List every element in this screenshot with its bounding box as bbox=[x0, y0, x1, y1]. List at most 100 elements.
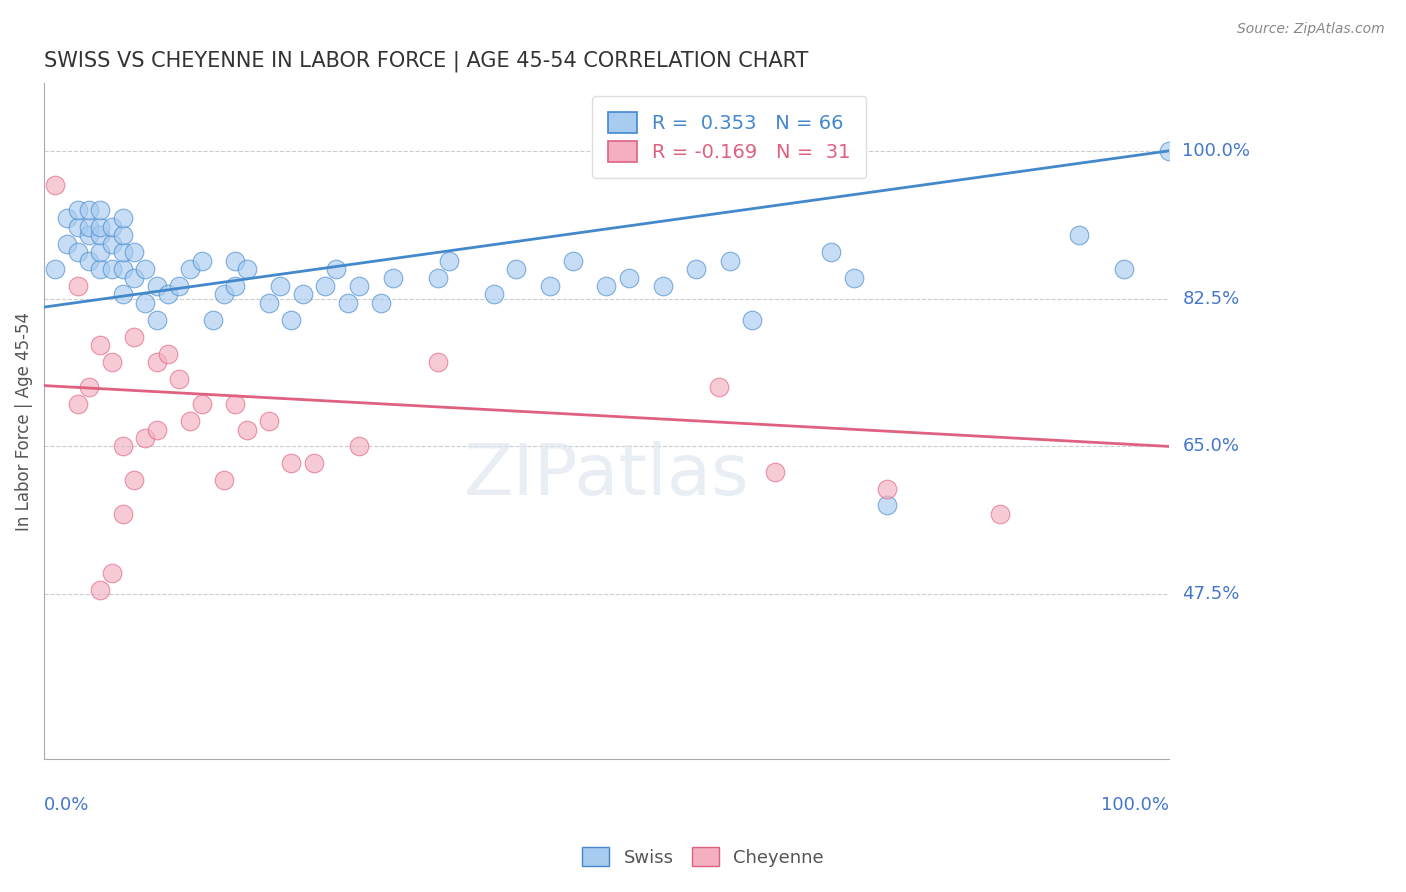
Point bbox=[111, 287, 134, 301]
Point bbox=[111, 262, 134, 277]
Point bbox=[89, 245, 111, 260]
Point bbox=[235, 262, 257, 277]
Y-axis label: In Labor Force | Age 45-54: In Labor Force | Age 45-54 bbox=[15, 311, 32, 531]
Point bbox=[77, 228, 100, 243]
Point bbox=[100, 219, 122, 234]
Text: 0.0%: 0.0% bbox=[44, 796, 90, 814]
Point bbox=[190, 397, 212, 411]
Point bbox=[224, 253, 246, 268]
Point bbox=[156, 287, 179, 301]
Point bbox=[89, 582, 111, 597]
Text: 82.5%: 82.5% bbox=[1182, 290, 1240, 308]
Point bbox=[707, 380, 730, 394]
Point bbox=[44, 262, 66, 277]
Point bbox=[1112, 262, 1135, 277]
Point bbox=[651, 279, 673, 293]
Point bbox=[269, 279, 291, 293]
Point bbox=[77, 253, 100, 268]
Point bbox=[314, 279, 336, 293]
Point bbox=[167, 372, 190, 386]
Point bbox=[89, 202, 111, 217]
Point bbox=[77, 380, 100, 394]
Point bbox=[257, 296, 280, 310]
Point bbox=[235, 423, 257, 437]
Point bbox=[100, 566, 122, 580]
Point bbox=[134, 262, 156, 277]
Point bbox=[89, 219, 111, 234]
Point bbox=[561, 253, 583, 268]
Text: 65.0%: 65.0% bbox=[1182, 437, 1240, 456]
Point bbox=[201, 312, 224, 326]
Point bbox=[482, 287, 505, 301]
Point bbox=[280, 456, 302, 470]
Point bbox=[145, 312, 167, 326]
Point bbox=[347, 279, 370, 293]
Point bbox=[122, 245, 145, 260]
Point bbox=[190, 253, 212, 268]
Point bbox=[426, 355, 449, 369]
Point bbox=[100, 262, 122, 277]
Point bbox=[876, 482, 898, 496]
Point bbox=[257, 414, 280, 428]
Point bbox=[763, 465, 786, 479]
Point bbox=[122, 473, 145, 487]
Point bbox=[426, 270, 449, 285]
Point bbox=[1067, 228, 1090, 243]
Point bbox=[595, 279, 617, 293]
Point bbox=[111, 507, 134, 521]
Point bbox=[179, 414, 201, 428]
Point bbox=[437, 253, 460, 268]
Point bbox=[100, 355, 122, 369]
Point bbox=[89, 262, 111, 277]
Point bbox=[145, 279, 167, 293]
Point bbox=[617, 270, 640, 285]
Point bbox=[111, 211, 134, 226]
Point bbox=[66, 245, 89, 260]
Point bbox=[89, 338, 111, 352]
Point bbox=[505, 262, 527, 277]
Point bbox=[145, 423, 167, 437]
Point bbox=[820, 245, 842, 260]
Point bbox=[111, 245, 134, 260]
Point bbox=[381, 270, 404, 285]
Text: 100.0%: 100.0% bbox=[1182, 142, 1250, 160]
Text: 47.5%: 47.5% bbox=[1182, 585, 1240, 603]
Point bbox=[66, 202, 89, 217]
Text: SWISS VS CHEYENNE IN LABOR FORCE | AGE 45-54 CORRELATION CHART: SWISS VS CHEYENNE IN LABOR FORCE | AGE 4… bbox=[44, 51, 808, 72]
Text: 100.0%: 100.0% bbox=[1101, 796, 1168, 814]
Point bbox=[842, 270, 865, 285]
Point bbox=[212, 473, 235, 487]
Point bbox=[66, 397, 89, 411]
Point bbox=[1157, 144, 1180, 158]
Point bbox=[370, 296, 392, 310]
Point bbox=[145, 355, 167, 369]
Point bbox=[100, 236, 122, 251]
Point bbox=[538, 279, 561, 293]
Point bbox=[77, 219, 100, 234]
Point bbox=[66, 279, 89, 293]
Point bbox=[122, 329, 145, 343]
Point bbox=[66, 219, 89, 234]
Legend: Swiss, Cheyenne: Swiss, Cheyenne bbox=[575, 840, 831, 874]
Point bbox=[718, 253, 741, 268]
Point bbox=[55, 236, 77, 251]
Point bbox=[179, 262, 201, 277]
Point bbox=[89, 228, 111, 243]
Point bbox=[134, 431, 156, 445]
Point bbox=[156, 346, 179, 360]
Point bbox=[741, 312, 763, 326]
Point bbox=[291, 287, 314, 301]
Legend: R =  0.353   N = 66, R = -0.169   N =  31: R = 0.353 N = 66, R = -0.169 N = 31 bbox=[592, 96, 866, 178]
Text: Source: ZipAtlas.com: Source: ZipAtlas.com bbox=[1237, 22, 1385, 37]
Point bbox=[111, 228, 134, 243]
Text: ZIPatlas: ZIPatlas bbox=[464, 441, 749, 509]
Point bbox=[134, 296, 156, 310]
Point bbox=[212, 287, 235, 301]
Point bbox=[224, 279, 246, 293]
Point bbox=[336, 296, 359, 310]
Point bbox=[685, 262, 707, 277]
Point bbox=[302, 456, 325, 470]
Point bbox=[280, 312, 302, 326]
Point bbox=[224, 397, 246, 411]
Point bbox=[44, 178, 66, 192]
